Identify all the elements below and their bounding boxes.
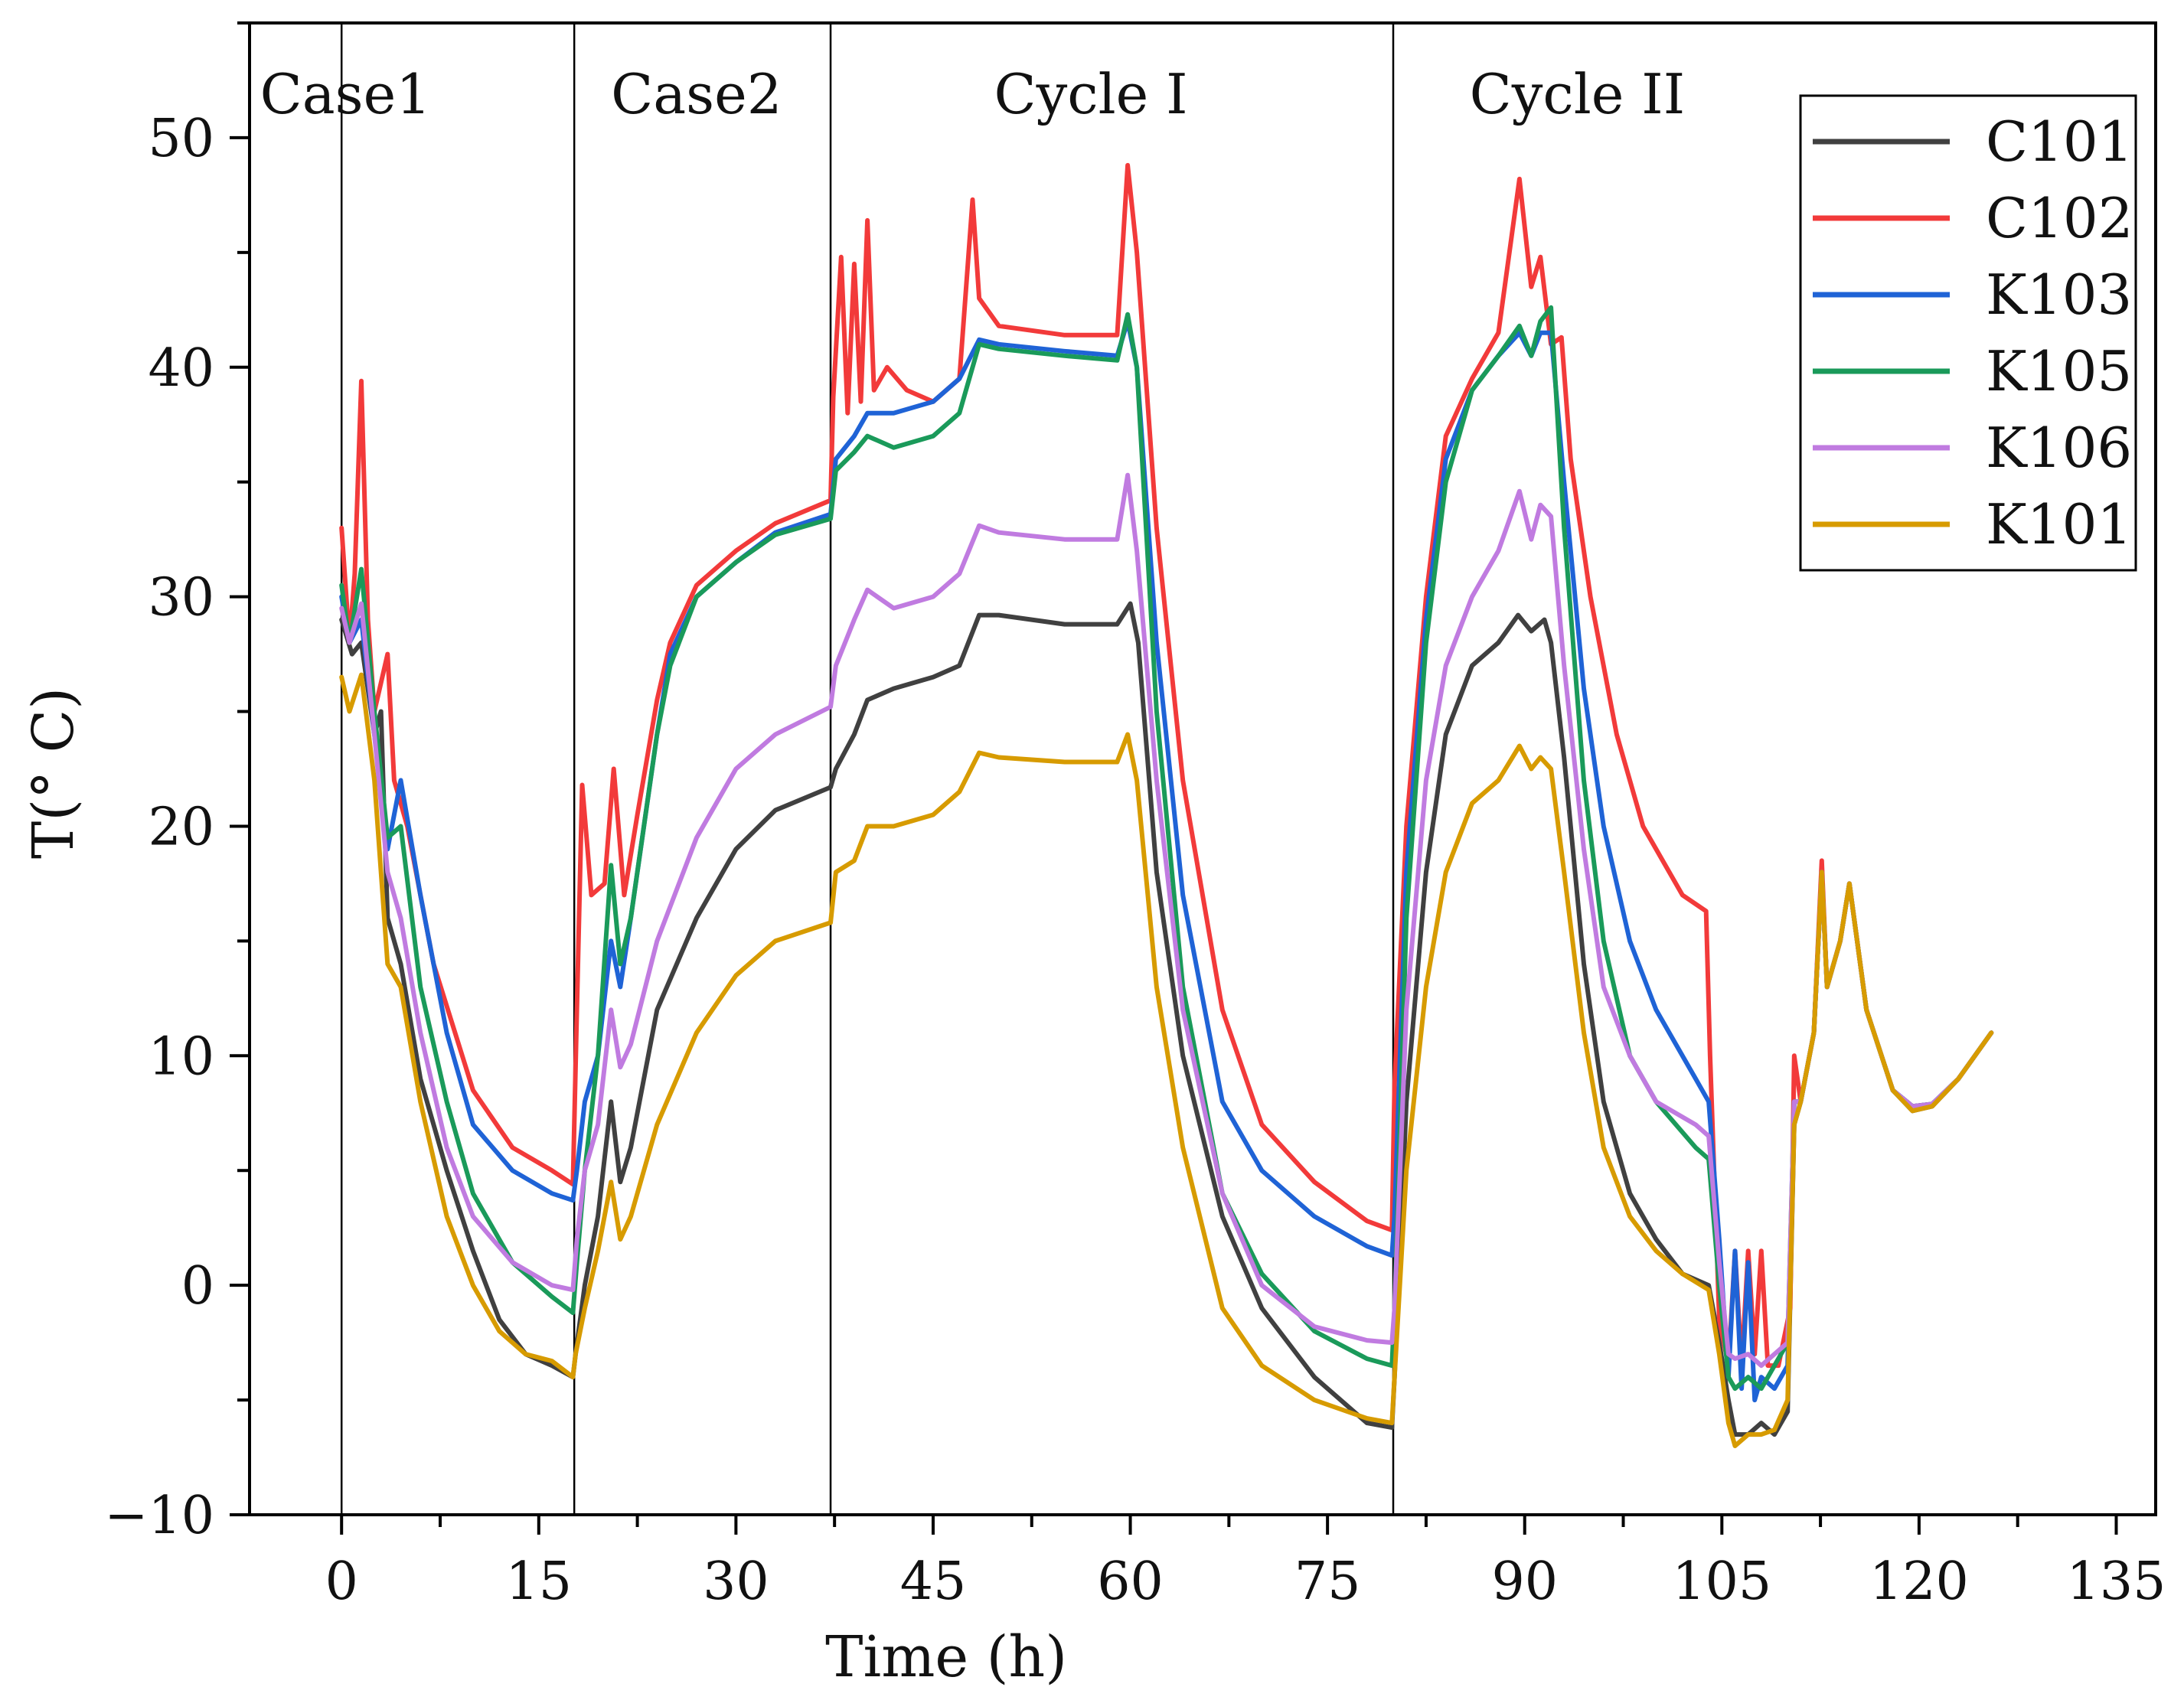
region-labels: Case1 Case2 Cycle I Cycle II [260, 62, 1686, 126]
legend-label-c101: C101 [1986, 109, 2133, 174]
legend-label-k106: K106 [1986, 416, 2132, 480]
x-tick-label: 120 [1869, 1552, 1969, 1612]
legend-label-k105: K105 [1986, 339, 2132, 403]
plot-frame [248, 21, 2157, 1516]
x-tick-label: 30 [703, 1552, 769, 1612]
x-axis-title: Time (h) [825, 1624, 1067, 1690]
x-axis: 0 15 30 45 60 75 90 105 120 135 [325, 1515, 2166, 1612]
legend-label-c102: C102 [1986, 186, 2133, 250]
y-tick-label: −10 [104, 1486, 214, 1546]
x-tick-label: 15 [506, 1552, 573, 1612]
x-tick-label: 75 [1294, 1552, 1361, 1612]
x-tick-label: 0 [325, 1552, 358, 1612]
y-axis: −10 0 10 20 30 40 50 [104, 21, 250, 1546]
x-tick-label: 135 [2067, 1552, 2166, 1612]
legend-label-k101: K101 [1986, 492, 2132, 556]
y-tick-label: 0 [181, 1256, 214, 1317]
region-label: Cycle I [994, 62, 1188, 126]
legend: C101 C102 K103 K105 K106 K101 [1799, 94, 2137, 572]
y-tick-label: 10 [148, 1026, 214, 1087]
region-label: Cycle II [1470, 62, 1686, 126]
y-tick-label: 50 [148, 109, 214, 169]
legend-label-k103: K103 [1986, 263, 2132, 327]
x-tick-label: 105 [1672, 1552, 1771, 1612]
y-tick-label: 40 [148, 338, 214, 399]
x-tick-label: 60 [1097, 1552, 1164, 1612]
series-line-k101 [339, 672, 1994, 1448]
y-tick-label: 30 [148, 568, 214, 628]
series-line-k103 [339, 318, 1994, 1403]
x-tick-label: 45 [900, 1552, 967, 1612]
series-lines [339, 162, 1994, 1448]
y-axis-title: T(° C) [21, 687, 87, 859]
region-label: Case2 [611, 62, 782, 126]
x-tick-label: 90 [1491, 1552, 1558, 1612]
region-label: Case1 [260, 62, 431, 126]
series-line-c102 [339, 162, 1994, 1369]
y-tick-label: 20 [148, 797, 214, 857]
legend-box [1799, 94, 2137, 572]
